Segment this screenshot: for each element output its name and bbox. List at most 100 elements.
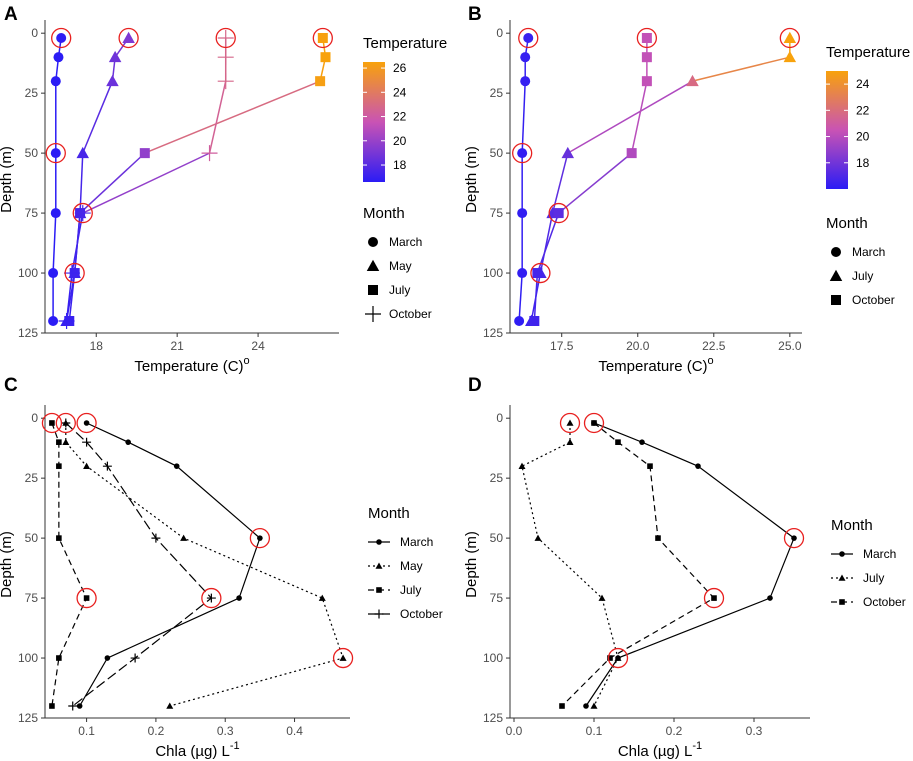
x-tick-label: 0.3 bbox=[746, 724, 763, 738]
point-october bbox=[68, 701, 78, 711]
point-march bbox=[83, 420, 90, 426]
legend-key-july bbox=[829, 269, 843, 281]
y-axis-title: Depth (m) bbox=[463, 531, 480, 598]
x-tick-label: 17.5 bbox=[550, 339, 574, 353]
legend-label: March bbox=[400, 535, 433, 549]
x-axis-title: Chla (µg) L-1 bbox=[618, 740, 702, 760]
highlight-ring bbox=[559, 412, 581, 434]
y-tick-label: 25 bbox=[490, 471, 504, 485]
point-july bbox=[56, 535, 62, 541]
series-segment-july bbox=[692, 56, 791, 82]
legend-label: May bbox=[400, 559, 423, 573]
series-segment-october bbox=[65, 272, 73, 322]
colorbar-tick-label: 26 bbox=[393, 61, 407, 75]
point-october bbox=[553, 208, 564, 219]
y-tick-label: 25 bbox=[490, 86, 504, 100]
point-july bbox=[598, 594, 606, 601]
point-march bbox=[50, 76, 61, 87]
y-tick-label: 100 bbox=[483, 266, 503, 280]
series-segment-march bbox=[518, 272, 523, 322]
legend-label: March bbox=[389, 235, 422, 249]
point-october bbox=[641, 52, 652, 63]
point-october bbox=[607, 655, 613, 661]
x-tick-label: 20.0 bbox=[626, 339, 650, 353]
legend-key-october bbox=[839, 599, 845, 605]
panel-a: A0 25 50 75 100 125 18 21 24 Depth (m) Temperature… bbox=[0, 4, 447, 375]
highlight-ring bbox=[55, 412, 76, 434]
point-march bbox=[236, 595, 242, 601]
colorbar-tick-label: 20 bbox=[856, 130, 870, 144]
point-july bbox=[49, 420, 55, 426]
colorbar-title: Temperature bbox=[826, 44, 910, 61]
y-tick-label: 75 bbox=[25, 591, 39, 605]
highlight-ring bbox=[201, 587, 222, 609]
highlight-ring bbox=[45, 142, 66, 164]
panel-b: B0 25 50 75 100 125 17.5 20.0 22.5 25.0 Depth (m) T… bbox=[463, 4, 910, 375]
colorbar-tick-label: 18 bbox=[856, 156, 870, 170]
point-march bbox=[517, 268, 528, 279]
highlight-ring bbox=[118, 27, 139, 49]
x-tick-label: 0.1 bbox=[586, 724, 603, 738]
colorbar-tick-label: 24 bbox=[856, 77, 870, 91]
series-segment-july bbox=[68, 272, 76, 322]
point-may bbox=[122, 31, 135, 43]
point-march bbox=[695, 463, 701, 469]
y-tick-label: 75 bbox=[490, 591, 504, 605]
legend-key-october bbox=[365, 306, 381, 322]
point-march bbox=[639, 439, 645, 445]
colorbar-tick-label: 24 bbox=[393, 85, 407, 99]
point-october bbox=[532, 268, 543, 279]
series-segment-march bbox=[521, 81, 526, 154]
point-july bbox=[56, 655, 62, 661]
point-march bbox=[523, 32, 534, 43]
point-march bbox=[76, 703, 83, 709]
legend-label: July bbox=[400, 583, 421, 597]
x-tick-label: 25.0 bbox=[778, 339, 802, 353]
point-may bbox=[318, 594, 326, 601]
x-axis-title: Temperature (C)o bbox=[134, 355, 249, 375]
series-line-march bbox=[585, 422, 795, 707]
legend-label: July bbox=[852, 269, 873, 283]
point-may bbox=[106, 74, 119, 87]
legend-label: October bbox=[863, 595, 906, 609]
point-march bbox=[520, 52, 531, 63]
point-july bbox=[317, 32, 328, 43]
legend-key-july bbox=[376, 587, 382, 593]
colorbar-tick-label: 22 bbox=[393, 110, 407, 124]
legend-label: July bbox=[863, 571, 884, 585]
highlight-ring bbox=[548, 202, 569, 224]
y-axis-title: Depth (m) bbox=[0, 146, 15, 213]
point-october bbox=[615, 439, 621, 445]
y-tick-label: 100 bbox=[18, 266, 38, 280]
panel-letter: C bbox=[4, 375, 18, 396]
legend-title: Month bbox=[831, 517, 873, 534]
point-july bbox=[783, 50, 797, 63]
highlight-ring bbox=[72, 202, 93, 224]
legend-key-march bbox=[839, 551, 845, 557]
point-october bbox=[641, 76, 652, 87]
legend-key-march bbox=[368, 237, 378, 247]
point-october bbox=[559, 703, 565, 709]
point-july bbox=[139, 148, 150, 159]
point-october bbox=[61, 418, 71, 428]
point-october bbox=[591, 420, 597, 426]
point-july bbox=[83, 595, 90, 601]
point-october bbox=[641, 32, 652, 43]
highlight-ring bbox=[636, 27, 658, 49]
legend-title: Month bbox=[363, 205, 405, 222]
point-october bbox=[217, 73, 234, 90]
point-october bbox=[529, 316, 540, 327]
series-segment-july bbox=[567, 80, 693, 154]
point-march bbox=[517, 208, 528, 219]
x-tick-label: 0.3 bbox=[217, 724, 234, 738]
point-october bbox=[82, 437, 92, 447]
series-segment-october bbox=[558, 152, 633, 214]
x-tick-label: 0.0 bbox=[506, 724, 523, 738]
highlight-ring bbox=[249, 527, 271, 549]
highlight-ring bbox=[607, 647, 629, 669]
point-october bbox=[58, 313, 75, 330]
y-tick-label: 25 bbox=[25, 471, 39, 485]
highlight-ring bbox=[783, 527, 805, 549]
point-july bbox=[686, 74, 699, 87]
